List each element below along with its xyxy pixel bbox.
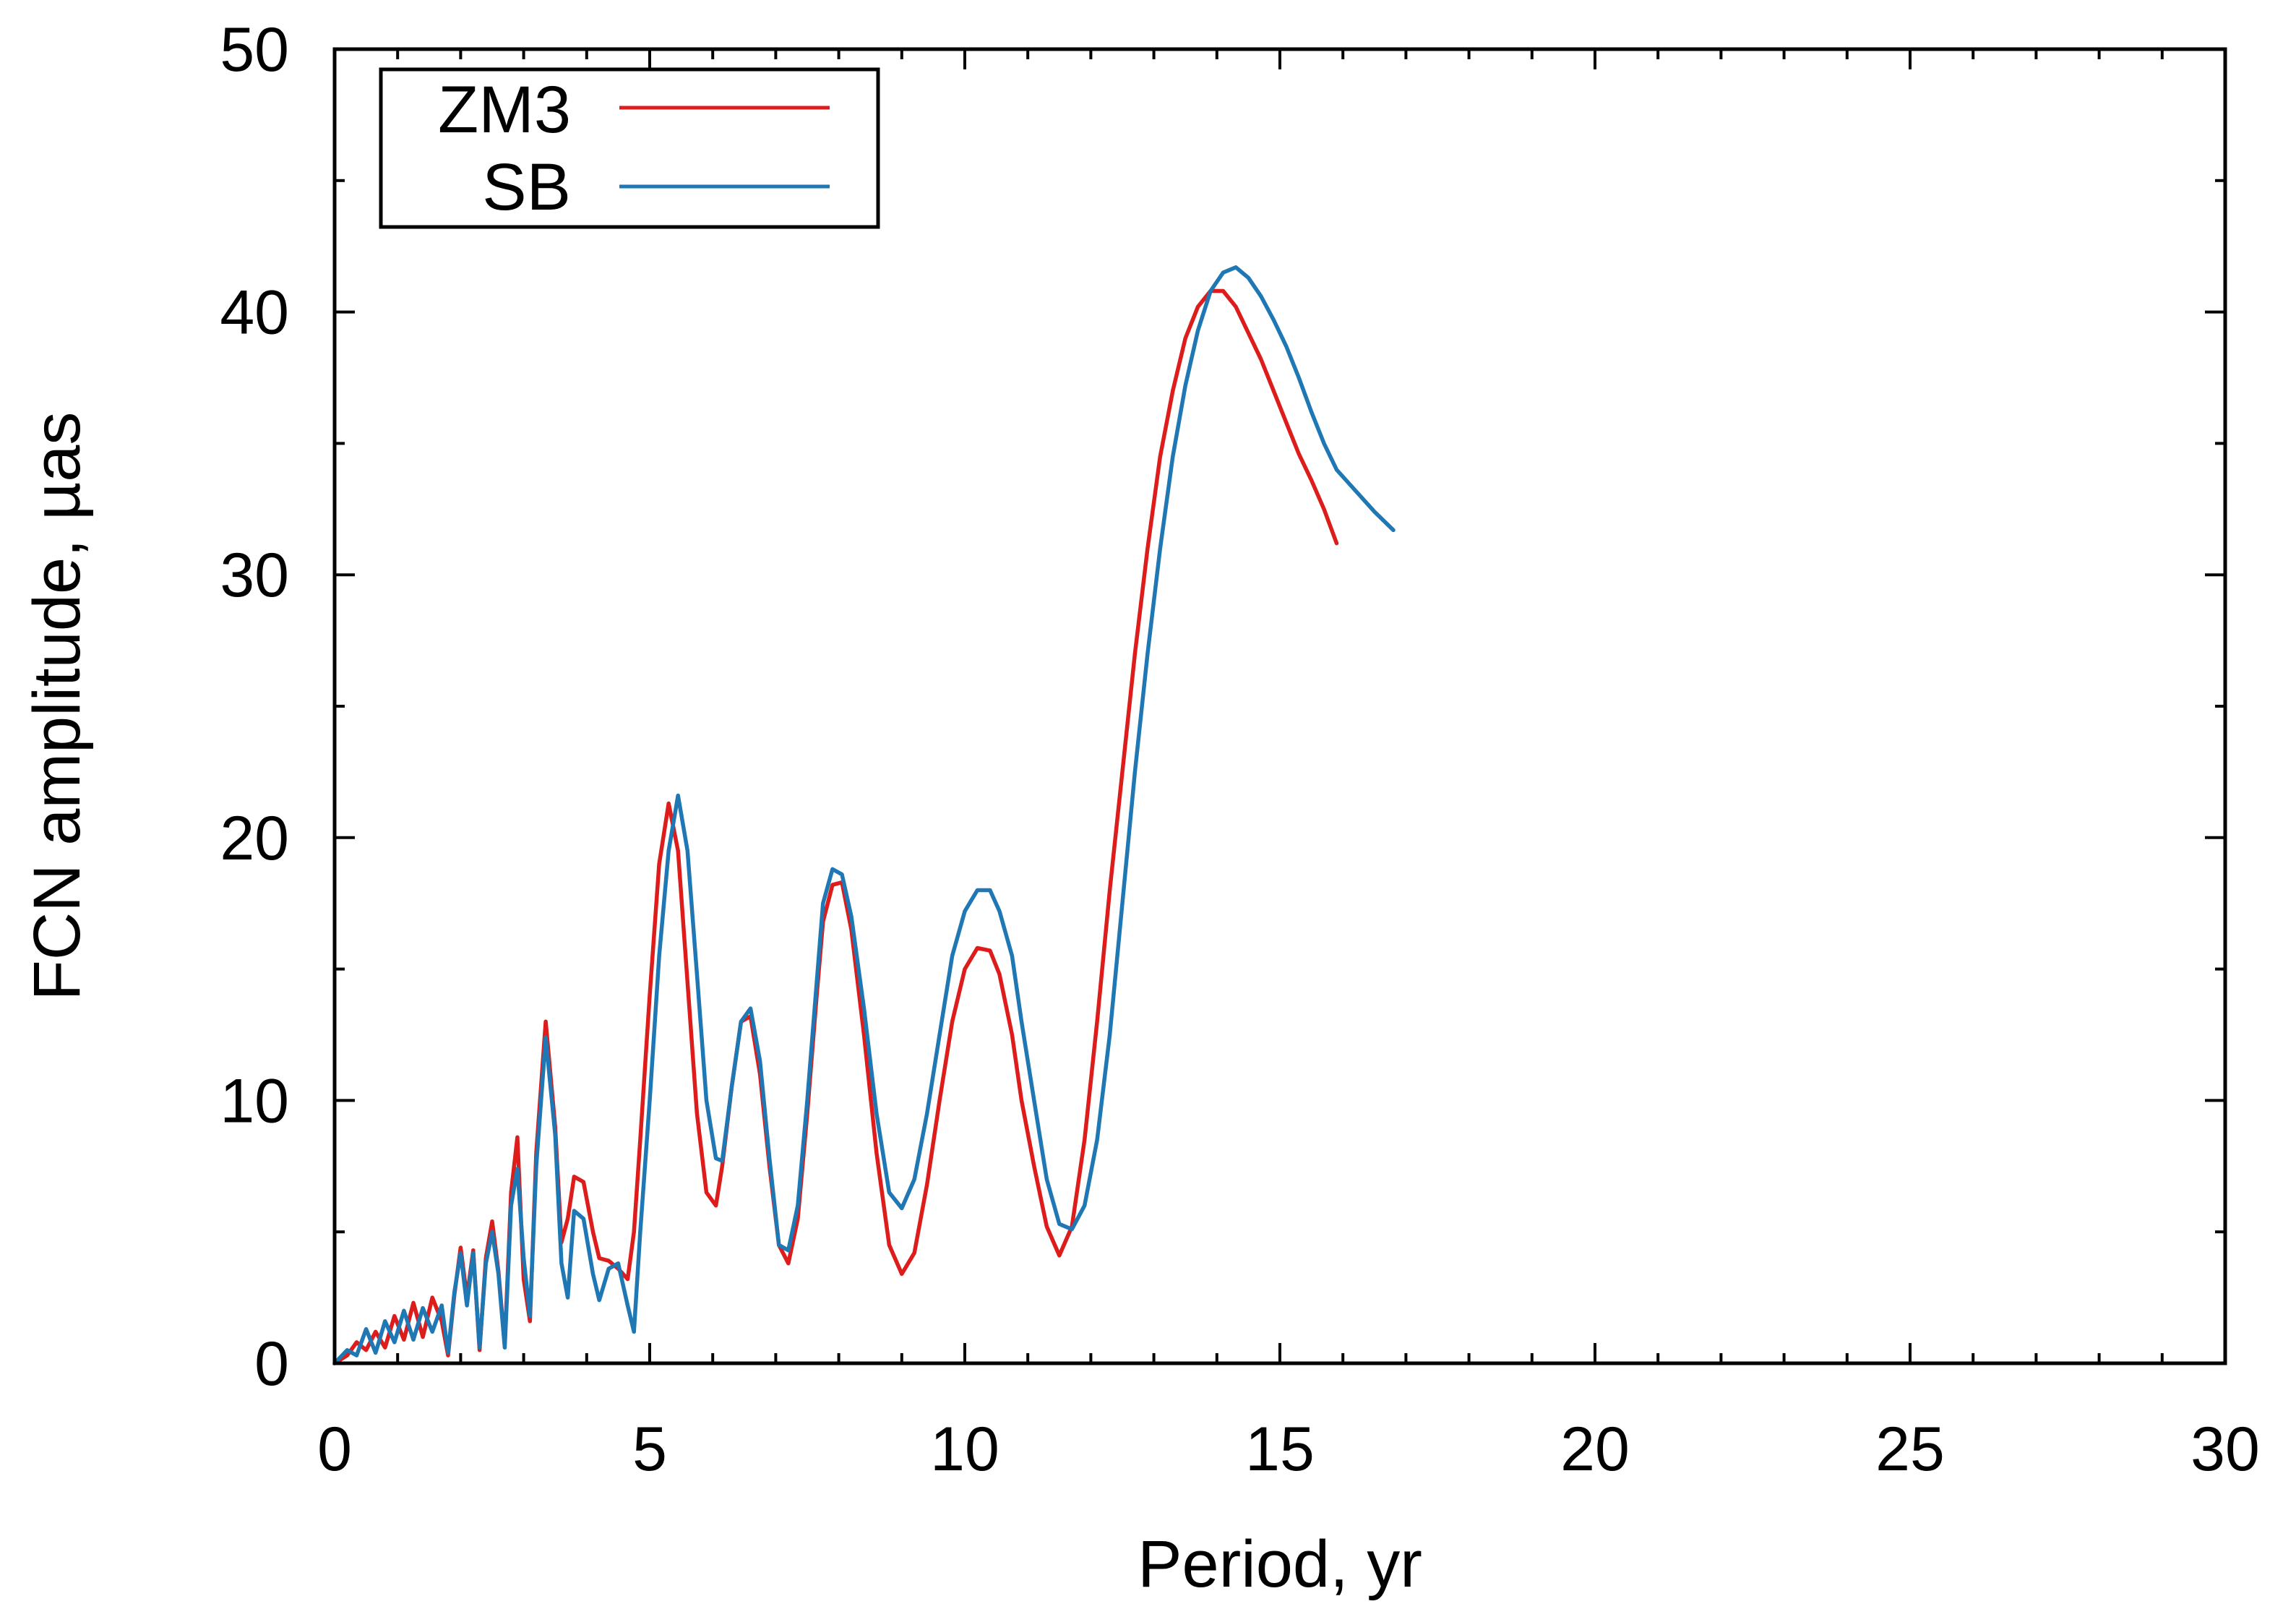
y-tick-label: 0 <box>254 1329 289 1399</box>
series-layer <box>332 265 1396 1365</box>
x-tick-label: 15 <box>1245 1415 1315 1484</box>
series-line-zm3 <box>332 288 1339 1365</box>
x-axis-title: Period, yr <box>1138 1527 1422 1601</box>
y-tick-label: 10 <box>220 1066 289 1136</box>
legend: ZM3 SB <box>379 67 880 229</box>
y-tick-label: 50 <box>220 15 289 85</box>
series-line-sb <box>332 265 1396 1365</box>
legend-label-sb: SB <box>482 150 571 224</box>
tick-labels-layer: 0 5 10 15 20 25 30 0 10 20 30 40 50 <box>220 15 2260 1484</box>
x-tick-label: 20 <box>1560 1415 1630 1484</box>
ticks-layer <box>333 48 2227 1365</box>
x-tick-label: 5 <box>632 1415 667 1484</box>
y-tick-label: 20 <box>220 804 289 873</box>
y-tick-label: 40 <box>220 278 289 348</box>
x-tick-label: 25 <box>1875 1415 1945 1484</box>
x-tick-label: 10 <box>930 1415 999 1484</box>
y-axis-title: FCN amplitude, µas <box>20 412 94 1001</box>
y-tick-label: 30 <box>220 541 289 610</box>
legend-box <box>379 67 880 229</box>
plot-frame <box>332 47 2227 1365</box>
legend-label-zm3: ZM3 <box>438 73 571 147</box>
x-tick-label: 30 <box>2190 1415 2260 1484</box>
x-tick-label: 0 <box>317 1415 352 1484</box>
